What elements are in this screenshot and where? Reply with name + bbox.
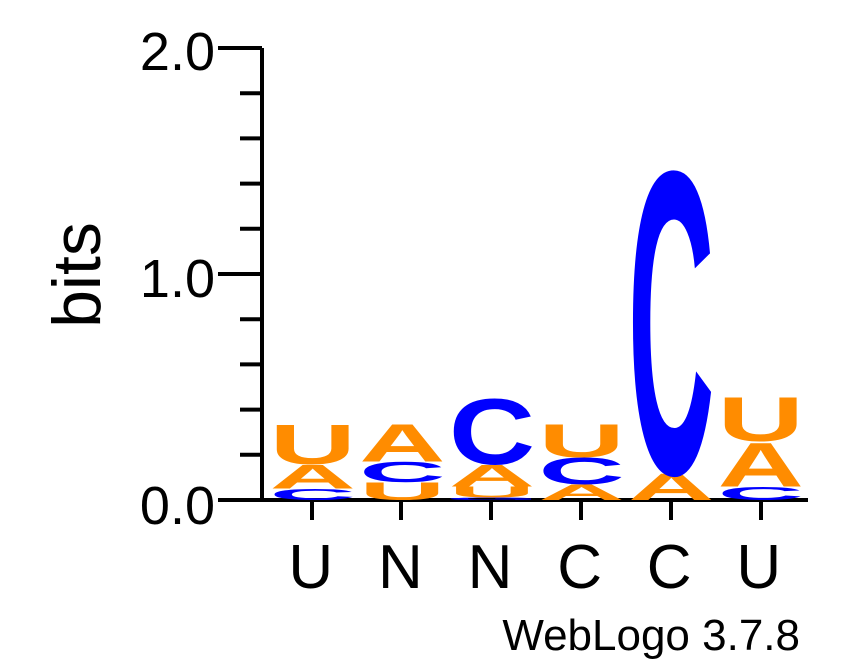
y-axis-label: bits	[39, 222, 115, 328]
letter-a: A	[359, 413, 445, 473]
letter-u: U	[449, 484, 535, 502]
letter-a: A	[718, 431, 804, 501]
letter-c: C	[718, 483, 804, 504]
letter-c: C	[359, 457, 445, 489]
letter-u: U	[538, 415, 624, 467]
letter-c: C	[270, 486, 356, 504]
y-axis-ticks	[218, 46, 262, 502]
letter-a: A	[449, 458, 535, 493]
y-tick-label-0: 0.0	[140, 476, 215, 536]
letter-stack-6: CAU	[718, 385, 804, 504]
x-label-2: N	[378, 533, 423, 602]
x-label-5: C	[647, 533, 692, 602]
letter-stack-2: UCA	[359, 413, 445, 505]
x-label-4: C	[557, 533, 602, 602]
x-label-1: U	[288, 533, 333, 602]
letter-c: C	[449, 379, 535, 484]
letter-u: U	[270, 412, 356, 475]
letter-a: A	[270, 457, 356, 496]
letter-stack-5: AC	[628, 82, 714, 566]
letter-c: C	[628, 82, 714, 566]
letter-stack-4: ACU	[538, 415, 624, 505]
y-tick-label-1: 1.0	[140, 249, 215, 309]
x-label-6: U	[736, 533, 781, 602]
letter-g: G	[446, 497, 539, 500]
y-tick-label-2: 2.0	[140, 22, 215, 82]
letter-stack-1: CAU	[270, 412, 356, 503]
letter-c: C	[538, 450, 624, 492]
footer-label: WebLogo 3.7.8	[502, 611, 800, 660]
letter-u: U	[718, 385, 804, 455]
x-label-3: N	[468, 533, 513, 602]
